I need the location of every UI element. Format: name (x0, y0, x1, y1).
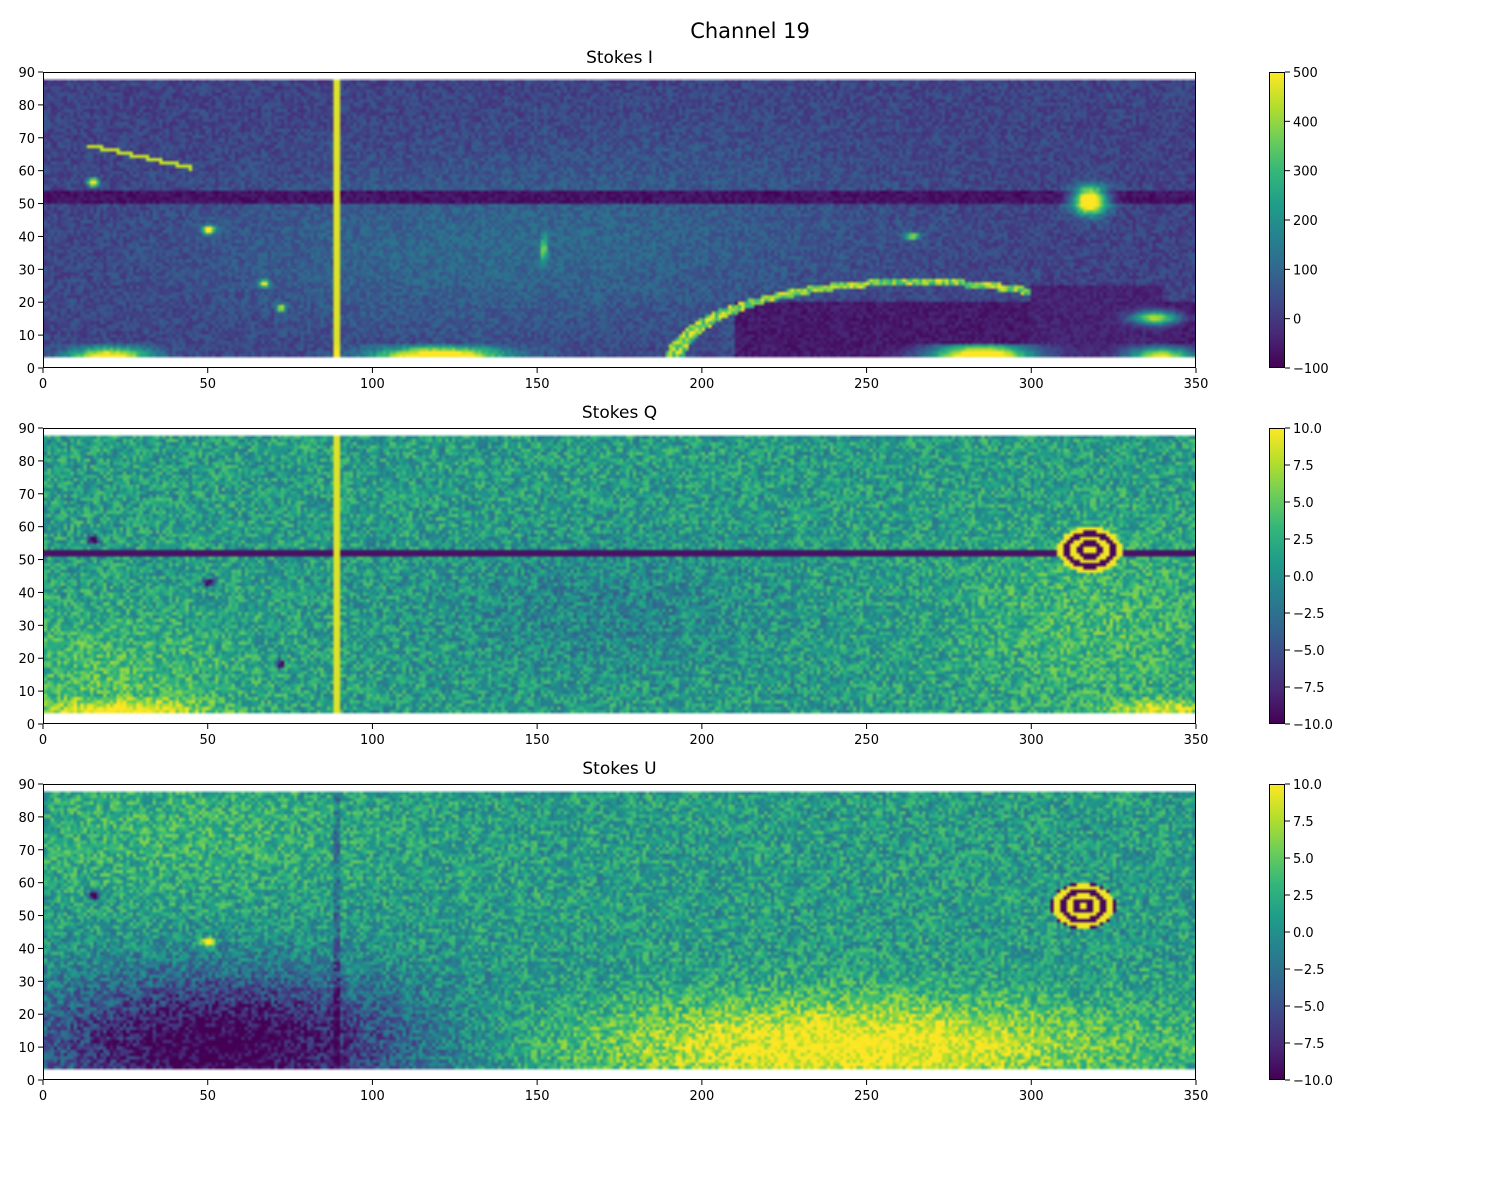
panel-title-stokes-q: Stokes Q (581, 403, 658, 423)
x-tick-label: 200 (689, 733, 714, 748)
colorbar-tick-label: −100 (1293, 362, 1329, 377)
figure-title: Channel 19 (690, 19, 810, 43)
y-tick-label: 20 (18, 296, 35, 311)
colorbar-tick-label: −5.0 (1293, 1000, 1325, 1015)
y-tick-label: 0 (27, 1074, 35, 1089)
heatmap-stokes-q (43, 428, 1196, 724)
x-tick-label: 350 (1184, 377, 1209, 392)
x-tick-label: 50 (199, 1089, 216, 1104)
x-tick-label: 300 (1019, 1089, 1044, 1104)
colorbar-tick-label: 7.5 (1293, 459, 1314, 474)
colorbar-tick-label: −7.5 (1293, 1037, 1325, 1052)
x-tick-label: 0 (39, 1089, 47, 1104)
x-tick-label: 300 (1019, 733, 1044, 748)
panel-title-stokes-i: Stokes I (586, 48, 653, 68)
x-tick-label: 100 (360, 1089, 385, 1104)
y-tick-label: 70 (18, 488, 35, 503)
x-tick-label: 200 (689, 377, 714, 392)
colorbar-tick-label: −2.5 (1293, 607, 1325, 622)
y-tick-label: 90 (18, 66, 35, 81)
y-tick-label: 70 (18, 132, 35, 147)
colorbar-tick-label: 10.0 (1293, 778, 1322, 793)
y-tick-label: 50 (18, 910, 35, 925)
y-tick-label: 80 (18, 811, 35, 826)
y-tick-label: 0 (27, 718, 35, 733)
y-tick-label: 40 (18, 230, 35, 245)
panel-title-stokes-u: Stokes U (582, 759, 657, 779)
y-tick-label: 80 (18, 455, 35, 470)
y-tick-label: 90 (18, 422, 35, 437)
y-tick-label: 90 (18, 778, 35, 793)
x-tick-label: 50 (199, 377, 216, 392)
x-tick-label: 250 (854, 1089, 879, 1104)
colorbar-tick-label: 10.0 (1293, 422, 1322, 437)
colorbar-tick-label: 500 (1293, 66, 1318, 81)
y-tick-label: 10 (18, 1041, 35, 1056)
y-tick-label: 40 (18, 586, 35, 601)
colorbar-tick-label: −10.0 (1293, 1074, 1333, 1089)
colorbar-stokes-q (1269, 428, 1285, 724)
y-tick-label: 30 (18, 975, 35, 990)
colorbar-tick-label: 5.0 (1293, 496, 1314, 511)
y-tick-label: 30 (18, 619, 35, 634)
y-tick-label: 0 (27, 362, 35, 377)
y-tick-label: 70 (18, 844, 35, 859)
y-tick-label: 10 (18, 685, 35, 700)
colorbar-tick-label: −7.5 (1293, 681, 1325, 696)
y-tick-label: 30 (18, 263, 35, 278)
x-tick-label: 150 (525, 377, 550, 392)
y-tick-label: 50 (18, 198, 35, 213)
x-tick-label: 350 (1184, 733, 1209, 748)
y-tick-label: 20 (18, 1008, 35, 1023)
colorbar-tick-label: 2.5 (1293, 889, 1314, 904)
colorbar-tick-label: 0.0 (1293, 570, 1314, 585)
x-tick-label: 0 (39, 733, 47, 748)
colorbar-tick-label: −10.0 (1293, 718, 1333, 733)
y-tick-label: 60 (18, 521, 35, 536)
x-tick-label: 150 (525, 1089, 550, 1104)
colorbar-stokes-u (1269, 784, 1285, 1080)
x-tick-label: 250 (854, 377, 879, 392)
y-tick-label: 40 (18, 942, 35, 957)
y-tick-label: 80 (18, 99, 35, 114)
colorbar-tick-label: 200 (1293, 214, 1318, 229)
y-tick-label: 60 (18, 165, 35, 180)
colorbar-tick-label: −2.5 (1293, 963, 1325, 978)
y-tick-label: 60 (18, 877, 35, 892)
x-tick-label: 350 (1184, 1089, 1209, 1104)
colorbar-tick-label: 300 (1293, 165, 1318, 180)
colorbar-tick-label: −5.0 (1293, 644, 1325, 659)
y-tick-label: 20 (18, 652, 35, 667)
x-tick-label: 100 (360, 377, 385, 392)
x-tick-label: 200 (689, 1089, 714, 1104)
colorbar-tick-label: 2.5 (1293, 533, 1314, 548)
heatmap-stokes-i (43, 72, 1196, 368)
x-tick-label: 100 (360, 733, 385, 748)
colorbar-tick-label: 100 (1293, 263, 1318, 278)
x-tick-label: 250 (854, 733, 879, 748)
colorbar-tick-label: 400 (1293, 115, 1318, 130)
y-tick-label: 50 (18, 554, 35, 569)
colorbar-tick-label: 0.0 (1293, 926, 1314, 941)
colorbar-tick-label: 7.5 (1293, 815, 1314, 830)
colorbar-stokes-i (1269, 72, 1285, 368)
x-tick-label: 0 (39, 377, 47, 392)
y-tick-label: 10 (18, 329, 35, 344)
x-tick-label: 300 (1019, 377, 1044, 392)
x-tick-label: 50 (199, 733, 216, 748)
heatmap-stokes-u (43, 784, 1196, 1080)
colorbar-tick-label: 5.0 (1293, 852, 1314, 867)
colorbar-tick-label: 0 (1293, 313, 1301, 328)
x-tick-label: 150 (525, 733, 550, 748)
